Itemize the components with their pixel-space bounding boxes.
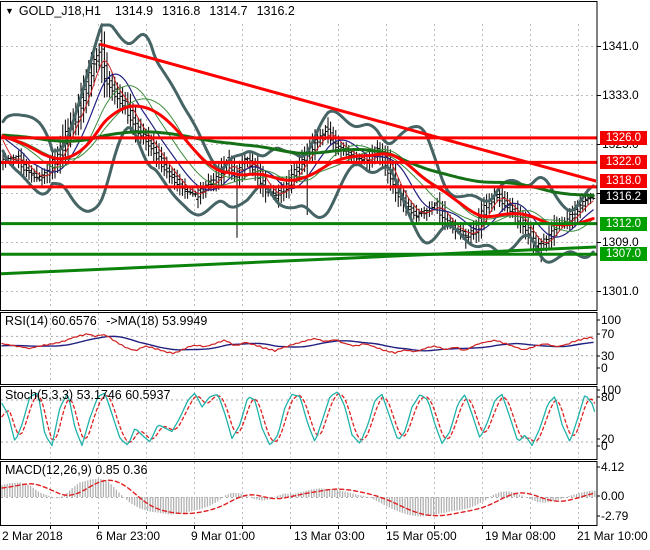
trading-chart-window: ▼ GOLD_J18,H1 1314.9 1316.8 1314.7 1316.2 RSI… [0,0,650,550]
chart-canvas[interactable] [0,0,650,550]
